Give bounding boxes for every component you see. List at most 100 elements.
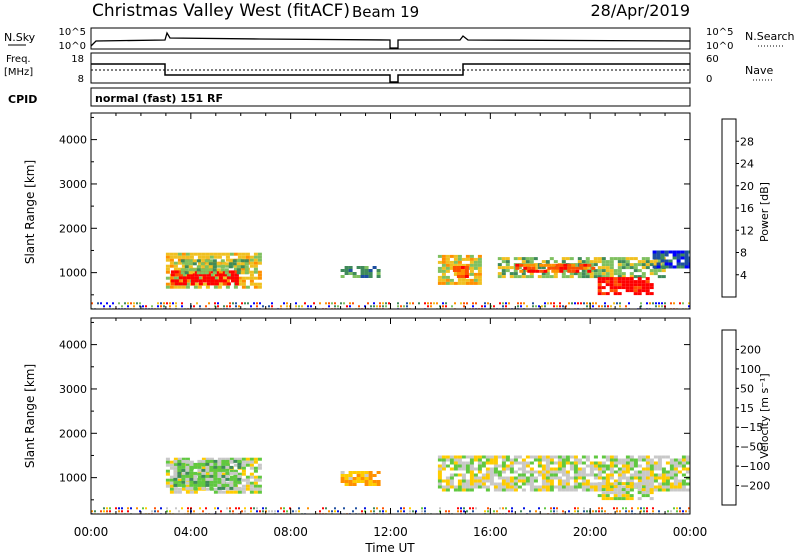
power-cell (617, 292, 622, 296)
velocity-cell (665, 461, 670, 465)
power-cell (509, 275, 514, 279)
power-cell (210, 282, 215, 286)
velocity-cell (609, 485, 614, 489)
velocity-cell (193, 465, 198, 469)
power-cell (567, 263, 572, 267)
power-cell (232, 259, 237, 263)
power-cell (621, 280, 626, 284)
velocity-cell (485, 485, 490, 489)
velocity-cell (201, 462, 206, 466)
power-cell (230, 279, 235, 283)
velocity-cell (561, 461, 566, 465)
power-cell (453, 254, 458, 258)
velocity-ground-scatter-cell (640, 507, 642, 510)
velocity-cell (213, 490, 218, 494)
velocity-cell (617, 494, 622, 498)
power-ground-scatter-cell (286, 302, 288, 305)
velocity-cell (665, 485, 670, 489)
power-cell (174, 273, 179, 277)
velocity-ground-scatter-cell (361, 510, 363, 513)
velocity-cell (601, 494, 606, 498)
power-cell (684, 250, 689, 254)
velocity-cell (677, 488, 682, 492)
velocity-ground-scatter-cell (91, 510, 93, 513)
power-cell (529, 272, 534, 276)
power-cell (684, 265, 689, 269)
power-cell (589, 269, 594, 273)
power-cell (204, 259, 209, 263)
velocity-ground-scatter-cell (307, 507, 309, 510)
power-cell (621, 272, 626, 276)
power-cell (563, 266, 568, 270)
power-cell (241, 285, 246, 289)
power-ground-scatter-cell (271, 305, 273, 308)
velocity-cell (681, 461, 686, 465)
velocity-cell (609, 467, 614, 471)
velocity-ytick-label: 3000 (59, 383, 87, 396)
power-ground-scatter-cell (601, 305, 603, 308)
velocity-cell (617, 467, 622, 471)
power-cell (567, 269, 572, 273)
velocity-ground-scatter-cell (463, 510, 465, 513)
velocity-cell (549, 485, 554, 489)
velocity-cell (201, 474, 206, 478)
power-cell (225, 273, 230, 277)
power-cell (170, 270, 175, 274)
velocity-cell (225, 490, 230, 494)
velocity-ground-scatter-cell (502, 507, 504, 510)
velocity-cell (513, 482, 518, 486)
velocity-cell (185, 459, 190, 463)
power-ground-scatter-cell (595, 302, 597, 305)
power-cell (257, 270, 262, 274)
power-cell (617, 257, 622, 261)
power-cell (208, 262, 213, 266)
power-cell (222, 273, 227, 277)
power-ground-scatter-cell (472, 305, 474, 308)
velocity-cell (597, 470, 602, 474)
velocity-cell (545, 485, 550, 489)
power-cell (601, 292, 606, 296)
velocity-ground-scatter-cell (283, 507, 285, 510)
velocity-ground-scatter-cell (244, 507, 246, 510)
power-cell (253, 255, 258, 259)
power-cell (445, 275, 450, 279)
velocity-cell (477, 470, 482, 474)
velocity-cell (517, 473, 522, 477)
velocity-cell (473, 473, 478, 477)
velocity-cell (565, 476, 570, 480)
velocity-cell (589, 470, 594, 474)
velocity-cell (441, 458, 446, 462)
date-label: 28/Apr/2019 (590, 1, 690, 20)
power-cell (465, 281, 470, 285)
velocity-cell (681, 473, 686, 477)
power-cell (521, 275, 526, 279)
velocity-cell (493, 458, 498, 462)
power-ground-scatter-cell (247, 302, 249, 305)
power-ground-scatter-cell (658, 302, 660, 305)
power-cell (165, 252, 170, 256)
velocity-cell (241, 490, 246, 494)
velocity-ground-scatter-cell (679, 507, 681, 510)
velocity-cell (573, 482, 578, 486)
power-cell (225, 264, 230, 268)
velocity-cell (537, 455, 542, 459)
velocity-cell (609, 458, 614, 462)
velocity-cell (453, 455, 458, 459)
velocity-cell (561, 455, 566, 459)
velocity-cell (481, 485, 486, 489)
power-cell (617, 280, 622, 284)
power-cell (237, 282, 242, 286)
power-cell (197, 285, 202, 289)
velocity-cell (657, 482, 662, 486)
velocity-cell (201, 471, 206, 475)
velocity-cell (649, 488, 654, 492)
power-cell (589, 263, 594, 267)
power-cell (473, 275, 478, 279)
power-ground-scatter-cell (145, 305, 147, 308)
power-ground-scatter-cell (103, 305, 105, 308)
power-cell (169, 285, 174, 289)
velocity-cell (217, 474, 222, 478)
power-cell (165, 285, 170, 289)
velocity-cell (509, 458, 514, 462)
power-cell (185, 252, 190, 256)
